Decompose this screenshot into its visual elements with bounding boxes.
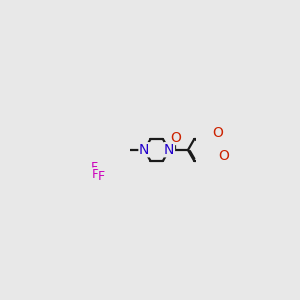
Text: O: O bbox=[170, 130, 181, 145]
Text: N: N bbox=[164, 143, 174, 157]
Text: O: O bbox=[212, 126, 223, 140]
Text: F: F bbox=[92, 168, 99, 181]
Text: N: N bbox=[139, 143, 149, 157]
Text: F: F bbox=[98, 170, 105, 183]
Text: O: O bbox=[218, 149, 229, 163]
Text: F: F bbox=[91, 160, 98, 174]
